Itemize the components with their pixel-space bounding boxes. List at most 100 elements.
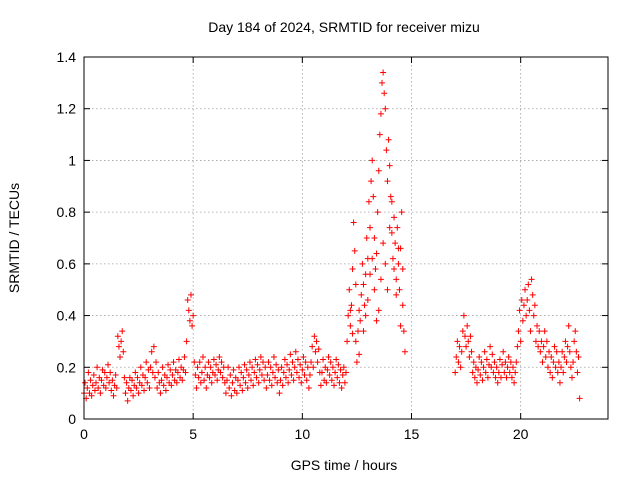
data-point	[313, 338, 320, 345]
data-point	[369, 255, 376, 262]
data-point	[356, 351, 363, 358]
data-point	[132, 369, 139, 376]
data-point	[499, 361, 506, 368]
data-point	[483, 356, 490, 363]
data-point	[277, 377, 284, 384]
data-point	[369, 157, 376, 164]
data-point	[358, 291, 365, 298]
y-axis-label: SRMTID / TECUs	[6, 183, 22, 293]
data-point	[285, 379, 292, 386]
data-point	[153, 359, 160, 366]
data-point	[562, 338, 569, 345]
data-point	[490, 369, 497, 376]
data-point	[573, 348, 580, 355]
data-point	[297, 361, 304, 368]
data-point	[293, 369, 300, 376]
data-point	[489, 351, 496, 358]
data-point	[359, 260, 366, 267]
data-point	[154, 384, 161, 391]
data-point	[143, 359, 150, 366]
data-point	[515, 328, 522, 335]
data-point	[298, 379, 305, 386]
data-point	[309, 343, 316, 350]
data-point	[300, 353, 307, 360]
data-point	[198, 369, 205, 376]
data-point	[224, 377, 231, 384]
data-point	[555, 359, 562, 366]
data-point	[376, 131, 383, 138]
data-point	[279, 382, 286, 389]
data-point	[540, 343, 547, 350]
data-point	[345, 312, 352, 319]
data-point	[253, 374, 260, 381]
axis-ticks: 0 0.2 0.4 0.6 0.8 1 1.2 1.4 0 5 10 15 20	[57, 49, 608, 442]
data-point	[452, 369, 459, 376]
data-point	[320, 356, 327, 363]
data-point	[222, 390, 229, 397]
data-point	[468, 348, 475, 355]
data-point	[361, 302, 368, 309]
data-point	[554, 369, 561, 376]
data-point	[514, 343, 521, 350]
data-point	[391, 214, 398, 221]
data-point	[112, 372, 119, 379]
data-point	[536, 328, 543, 335]
data-point	[170, 359, 177, 366]
data-point	[181, 353, 188, 360]
data-point	[505, 353, 512, 360]
data-point	[103, 374, 110, 381]
data-point	[386, 224, 393, 231]
data-point	[260, 359, 267, 366]
data-point	[250, 382, 257, 389]
data-point	[542, 353, 549, 360]
data-point	[367, 224, 374, 231]
data-point	[327, 359, 334, 366]
data-point	[544, 364, 551, 371]
data-point	[576, 395, 583, 402]
data-point	[344, 338, 351, 345]
data-point	[523, 312, 530, 319]
data-point	[355, 328, 362, 335]
data-point	[471, 374, 478, 381]
data-point	[372, 266, 379, 273]
data-point	[484, 374, 491, 381]
data-point	[517, 338, 524, 345]
data-point	[461, 333, 468, 340]
data-point	[466, 353, 473, 360]
data-point	[239, 387, 246, 394]
data-point	[255, 379, 262, 386]
chart-title: Day 184 of 2024, SRMTID for receiver miz…	[208, 19, 480, 35]
data-point	[519, 317, 526, 324]
data-point	[93, 379, 100, 386]
data-point	[340, 364, 347, 371]
data-point	[229, 379, 236, 386]
data-point	[338, 384, 345, 391]
data-point	[242, 379, 249, 386]
data-point	[318, 369, 325, 376]
data-point	[391, 266, 398, 273]
data-point	[400, 328, 407, 335]
data-point	[244, 384, 251, 391]
data-point	[394, 224, 401, 231]
data-point	[97, 390, 104, 397]
data-point	[236, 364, 243, 371]
x-tick-label: 15	[404, 426, 420, 442]
data-point	[382, 260, 389, 267]
data-point	[296, 374, 303, 381]
data-point	[186, 317, 193, 324]
data-point	[151, 374, 158, 381]
data-point	[363, 235, 370, 241]
y-tick-label: 0.4	[57, 308, 77, 324]
data-point	[252, 356, 259, 363]
data-point	[458, 348, 465, 355]
data-point	[175, 356, 182, 363]
data-point	[95, 384, 102, 391]
data-point	[241, 361, 248, 368]
data-point	[491, 359, 498, 366]
data-point	[193, 384, 200, 391]
data-point	[185, 307, 192, 314]
data-point	[214, 377, 221, 384]
data-point	[195, 374, 202, 381]
